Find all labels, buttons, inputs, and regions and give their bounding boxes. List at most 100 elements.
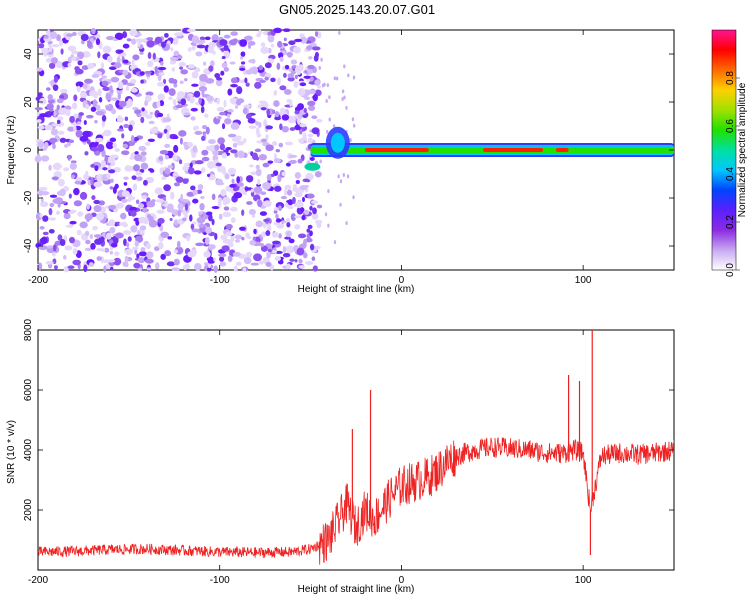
noise-dot bbox=[69, 115, 75, 123]
noise-dot bbox=[108, 169, 116, 174]
noise-dot bbox=[308, 56, 313, 60]
noise-dot bbox=[79, 221, 88, 229]
noise-dot bbox=[243, 104, 251, 108]
noise-dot bbox=[217, 137, 225, 145]
noise-dot bbox=[75, 56, 80, 62]
noise-dot bbox=[297, 88, 306, 97]
noise-dot bbox=[34, 107, 43, 111]
noise-dot bbox=[186, 192, 194, 197]
noise-dot bbox=[72, 31, 77, 36]
noise-dot bbox=[178, 130, 187, 137]
noise-dot bbox=[69, 220, 77, 225]
noise-dot bbox=[273, 90, 278, 96]
noise-dot bbox=[56, 210, 60, 216]
x-tick-label: -200 bbox=[28, 575, 48, 586]
noise-dot bbox=[67, 210, 75, 215]
noise-dot bbox=[203, 250, 211, 258]
noise-dot bbox=[260, 191, 267, 196]
noise-dot bbox=[110, 178, 114, 183]
noise-dot bbox=[256, 133, 262, 138]
noise-dot bbox=[127, 236, 132, 242]
noise-dot bbox=[114, 32, 124, 40]
noise-dot bbox=[279, 56, 284, 62]
noise-dot bbox=[134, 248, 138, 255]
noise-dot bbox=[182, 209, 187, 216]
noise-dot bbox=[277, 77, 281, 86]
noise-dot bbox=[72, 248, 78, 255]
noise-dot bbox=[36, 67, 43, 72]
noise-dot bbox=[234, 239, 240, 243]
noise-dot bbox=[38, 43, 45, 49]
noise-dot bbox=[84, 213, 93, 221]
noise-dot bbox=[154, 187, 164, 195]
noise-dot bbox=[299, 138, 304, 144]
noise-dot bbox=[121, 133, 125, 139]
noise-dot bbox=[225, 147, 232, 151]
noise-dot bbox=[198, 97, 202, 105]
noise-dot bbox=[314, 31, 319, 37]
noise-dot bbox=[236, 182, 244, 187]
y-tick-label: 0 bbox=[23, 147, 34, 153]
noise-dot bbox=[183, 112, 191, 116]
noise-dot bbox=[145, 176, 155, 184]
noise-dot bbox=[215, 162, 222, 167]
noise-dot bbox=[143, 179, 148, 186]
noise-dot bbox=[346, 174, 350, 179]
noise-dot bbox=[72, 259, 81, 266]
noise-dot bbox=[124, 116, 129, 122]
noise-dot bbox=[86, 40, 92, 49]
noise-dot bbox=[324, 212, 328, 217]
noise-dot bbox=[285, 162, 291, 167]
noise-dot bbox=[57, 130, 65, 135]
noise-dot bbox=[251, 152, 259, 161]
noise-dot bbox=[195, 160, 204, 165]
noise-dot bbox=[242, 191, 248, 196]
noise-dot bbox=[182, 27, 191, 34]
noise-dot bbox=[233, 265, 238, 272]
noise-dot bbox=[97, 143, 105, 152]
ridge-peak-segment bbox=[483, 148, 544, 152]
noise-dot bbox=[239, 226, 246, 231]
noise-dot bbox=[62, 255, 67, 260]
noise-dot bbox=[147, 52, 152, 59]
noise-dot bbox=[200, 106, 205, 114]
noise-dot bbox=[132, 136, 140, 142]
noise-dot bbox=[259, 211, 268, 216]
noise-dot bbox=[270, 43, 275, 48]
noise-dot bbox=[157, 66, 167, 71]
noise-dot bbox=[172, 98, 177, 106]
noise-dot bbox=[65, 108, 71, 117]
noise-dot bbox=[248, 125, 257, 129]
noise-dot bbox=[109, 137, 117, 142]
noise-dot bbox=[230, 122, 240, 130]
noise-dot bbox=[337, 174, 340, 179]
noise-dot bbox=[56, 119, 61, 124]
noise-dot bbox=[48, 62, 56, 69]
noise-dot bbox=[123, 123, 129, 129]
noise-dot bbox=[110, 108, 117, 115]
noise-dot bbox=[213, 265, 218, 273]
noise-dot bbox=[94, 238, 103, 245]
noise-dot bbox=[255, 127, 260, 135]
noise-dot bbox=[245, 232, 250, 239]
noise-dot bbox=[134, 151, 139, 155]
noise-dot bbox=[206, 173, 211, 177]
noise-dot bbox=[139, 51, 144, 55]
noise-dot bbox=[102, 45, 112, 54]
noise-dot bbox=[309, 76, 314, 82]
noise-dot bbox=[166, 131, 170, 140]
noise-dot bbox=[90, 242, 96, 250]
noise-dot bbox=[233, 192, 243, 199]
noise-dot bbox=[53, 111, 57, 117]
noise-dot bbox=[101, 119, 106, 128]
noise-dot bbox=[311, 256, 316, 262]
noise-dot bbox=[200, 167, 206, 173]
noise-dot bbox=[314, 79, 320, 86]
noise-dot bbox=[229, 183, 237, 188]
noise-dot bbox=[253, 228, 257, 235]
noise-dot bbox=[129, 65, 136, 70]
noise-dot bbox=[89, 90, 98, 97]
colorbar-ticks: 0.0 0.2 0.4 0.6 0.8 bbox=[725, 71, 740, 277]
noise-dot bbox=[262, 200, 272, 208]
noise-dot bbox=[258, 260, 264, 265]
